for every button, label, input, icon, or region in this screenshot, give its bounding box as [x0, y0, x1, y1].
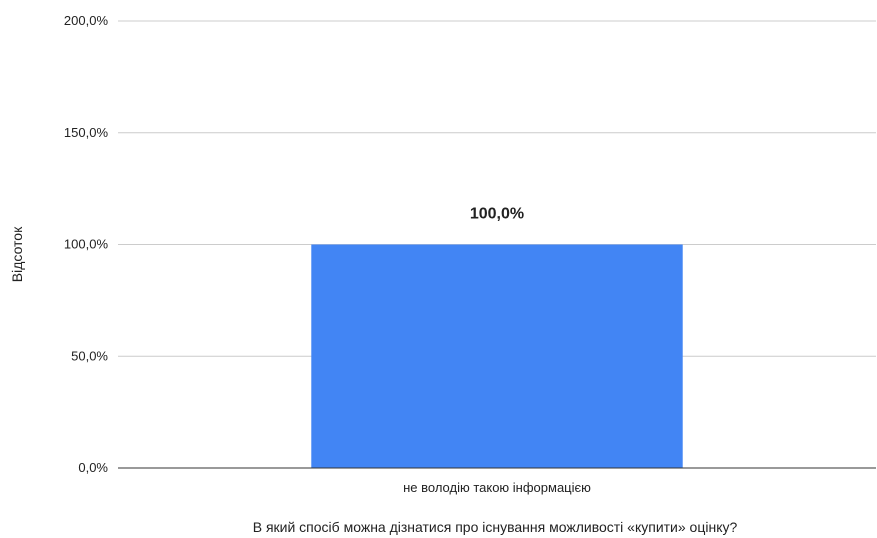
y-tick-label: 100,0% — [64, 237, 109, 252]
y-tick-label: 0,0% — [78, 460, 108, 475]
y-axis-title: Відсоток — [9, 226, 25, 282]
y-tick-label: 50,0% — [71, 348, 108, 363]
x-tick-labels: не володію такою інформацією — [403, 480, 591, 495]
y-tick-labels: 0,0% 50,0% 100,0% 150,0% 200,0% — [64, 13, 109, 475]
bar — [311, 244, 683, 468]
bar-data-label: 100,0% — [470, 206, 524, 223]
bars — [311, 244, 683, 468]
data-labels: 100,0% — [470, 206, 524, 223]
x-axis-title: В який спосіб можна дізнатися про існува… — [253, 519, 738, 535]
y-tick-label: 200,0% — [64, 13, 109, 28]
x-tick-label: не володію такою інформацією — [403, 480, 591, 495]
y-tick-label: 150,0% — [64, 125, 109, 140]
